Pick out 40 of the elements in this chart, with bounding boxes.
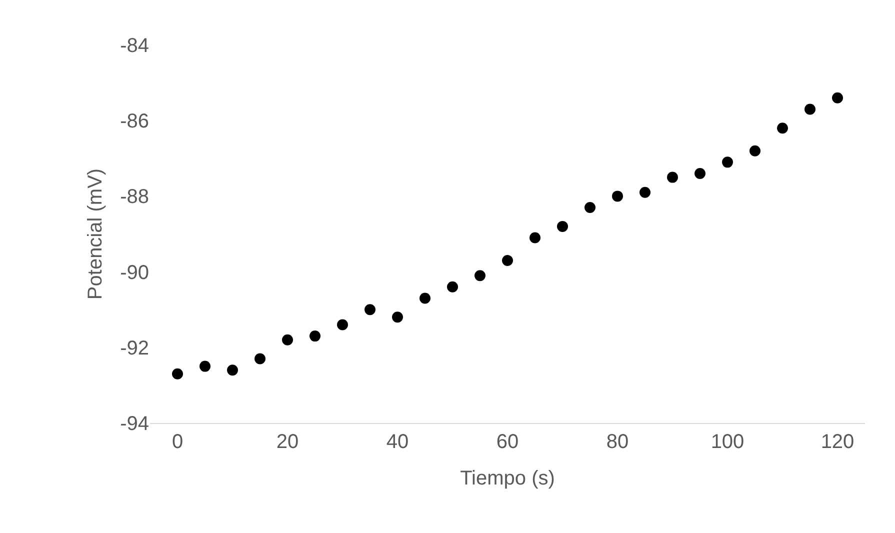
point	[474, 270, 486, 282]
point	[337, 319, 348, 330]
x-tick-label: 120	[820, 431, 854, 453]
y-tick-label: -94	[120, 413, 149, 435]
point	[392, 312, 403, 323]
point	[502, 254, 513, 266]
point	[200, 360, 210, 372]
point	[172, 368, 183, 380]
y-axis-title: Potencial (mV)	[84, 168, 107, 300]
point	[530, 232, 540, 244]
y-tick-label: -88	[120, 186, 149, 208]
point	[832, 92, 843, 104]
point	[420, 292, 430, 304]
point	[750, 145, 760, 156]
point	[694, 168, 706, 180]
x-tick-label: 0	[172, 431, 184, 453]
point	[282, 334, 293, 346]
point	[447, 281, 458, 292]
point	[227, 364, 238, 376]
x-tick-label: 60	[496, 431, 519, 453]
point	[667, 172, 678, 183]
x-tick-label: 40	[386, 431, 409, 453]
x-tick-label: 80	[606, 431, 629, 453]
x-tick-label: 100	[710, 431, 744, 453]
y-tick-label: -86	[120, 110, 149, 133]
point	[777, 122, 788, 134]
point	[254, 353, 266, 364]
point	[640, 186, 650, 198]
point	[612, 190, 623, 202]
point	[310, 330, 320, 342]
x-tick-label: 20	[276, 431, 299, 453]
y-tick-label: -92	[120, 337, 149, 360]
point	[584, 202, 596, 214]
y-tick-label: -90	[120, 262, 149, 284]
y-tick-label: -84	[120, 35, 149, 57]
point	[557, 220, 568, 232]
point	[804, 104, 816, 115]
point	[364, 304, 376, 316]
x-axis-title: Tiempo (s)	[460, 468, 555, 490]
point	[722, 156, 733, 168]
